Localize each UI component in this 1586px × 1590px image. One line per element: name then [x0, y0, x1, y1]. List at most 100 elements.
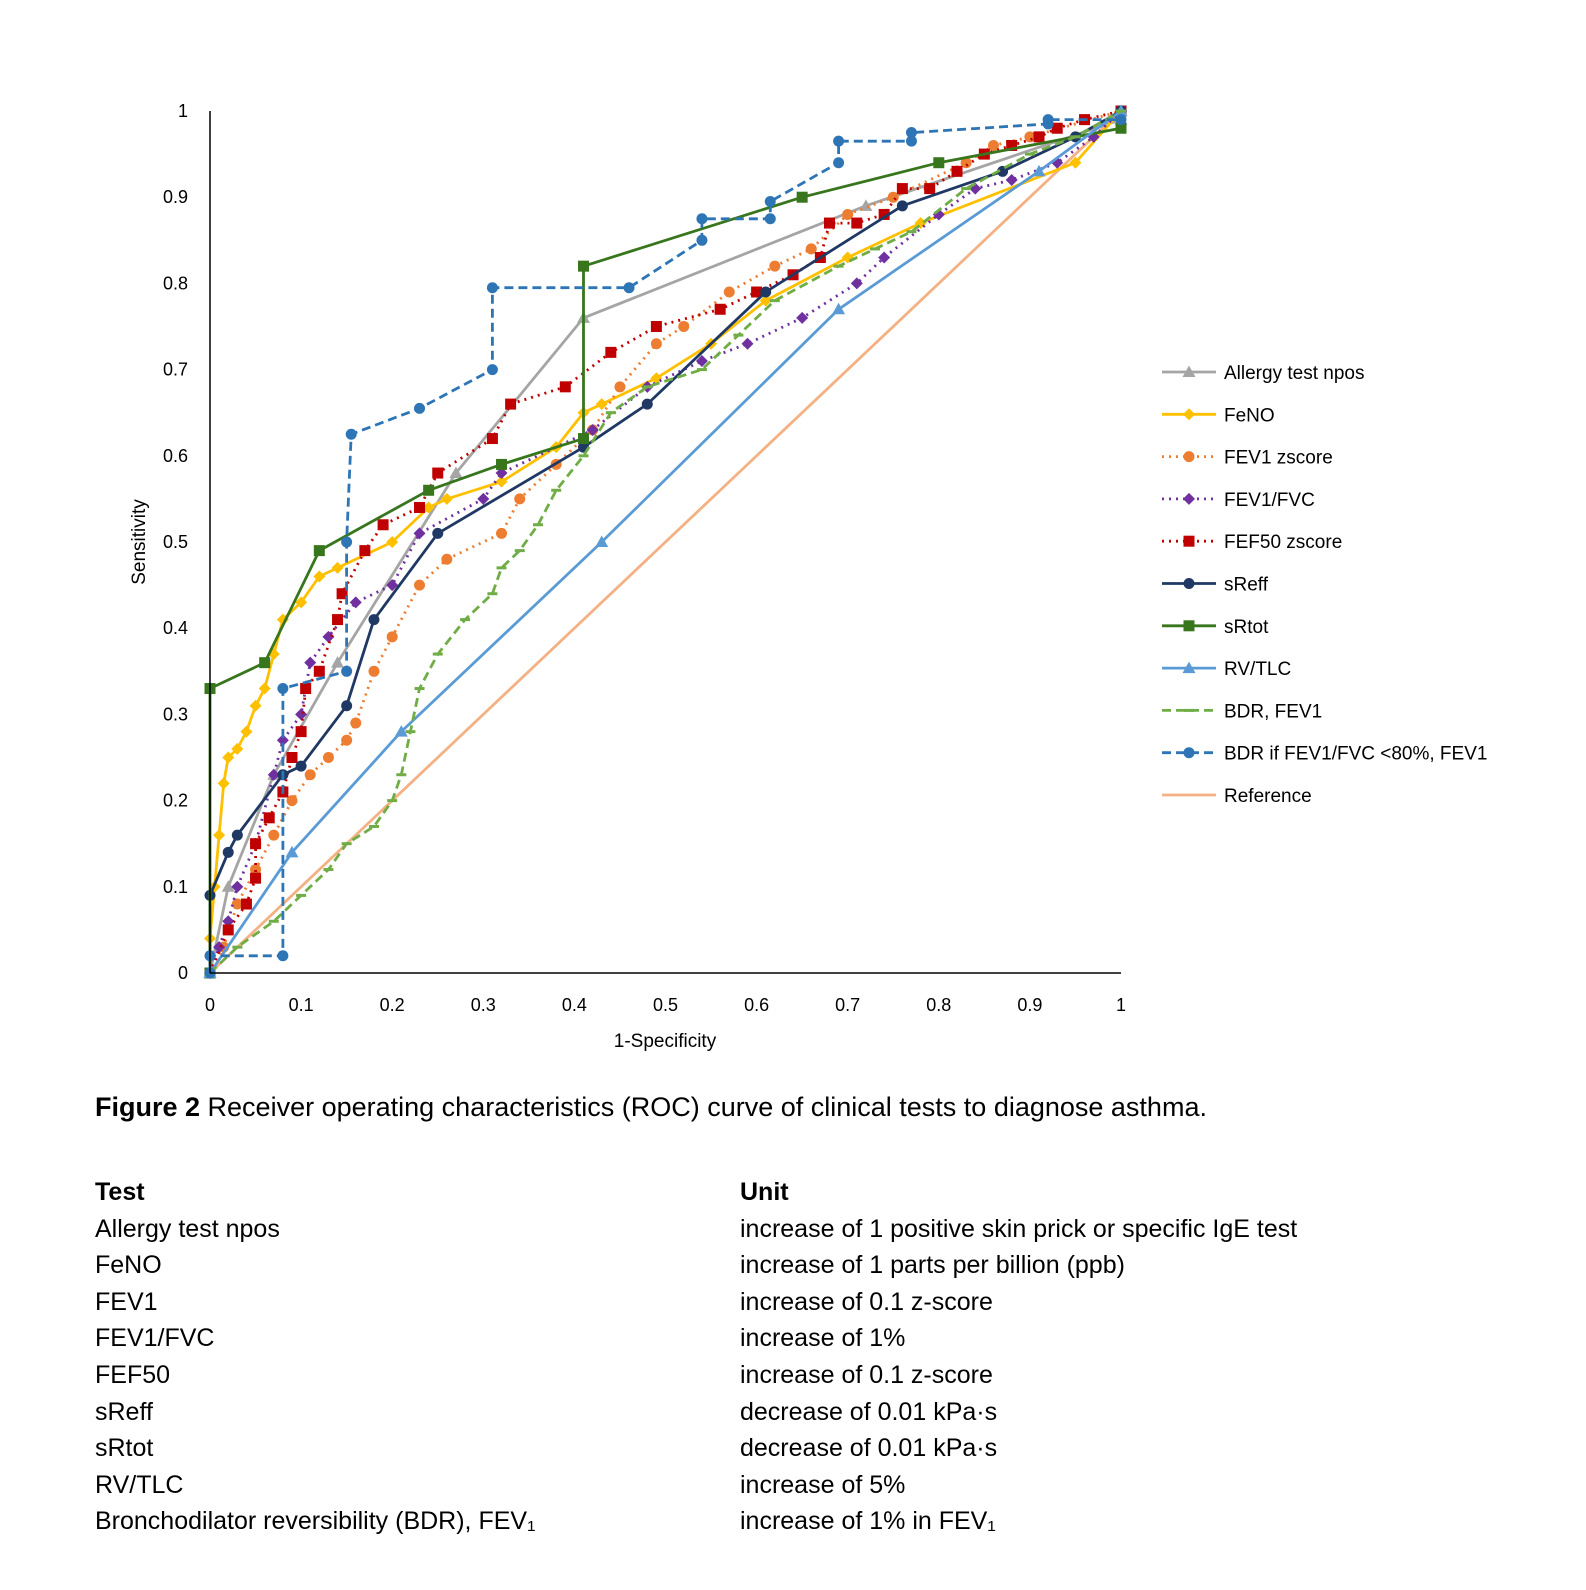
- legend-item: Allergy test npos: [1162, 363, 1364, 384]
- data-point: [286, 795, 298, 807]
- test-name: sRtot: [95, 1434, 154, 1463]
- data-point: [695, 354, 708, 367]
- data-point: [460, 618, 471, 622]
- series-line: [208, 109, 1122, 974]
- table-row: RV/TLC increase of 5%: [95, 1467, 1515, 1504]
- data-point: [1033, 131, 1045, 143]
- data-point: [231, 898, 243, 910]
- data-point: [423, 484, 435, 496]
- data-point: [678, 321, 690, 332]
- data-point: [322, 630, 335, 643]
- data-point: [222, 924, 234, 936]
- data-point: [341, 734, 353, 746]
- data-point: [487, 592, 498, 596]
- figure-label: Figure 2: [95, 1092, 201, 1122]
- data-point: [276, 734, 289, 747]
- data-point: [1070, 135, 1081, 139]
- x-tick-label: 1: [1116, 995, 1126, 1015]
- y-axis-title: Sensitivity: [129, 499, 150, 585]
- legend-item: Reference: [1162, 786, 1312, 807]
- legend-label: FeNO: [1224, 405, 1275, 426]
- legend-item: FEV1 zscore: [1162, 448, 1333, 469]
- data-point: [723, 286, 735, 298]
- series-line: [208, 109, 1122, 974]
- data-point: [432, 527, 444, 539]
- x-tick-label: 0.1: [289, 995, 314, 1015]
- legend-item: RV/TLC: [1162, 659, 1291, 680]
- data-point: [440, 492, 453, 505]
- data-point: [896, 200, 908, 212]
- data-point: [1051, 122, 1063, 134]
- test-name: sReff: [95, 1397, 153, 1426]
- data-point: [578, 260, 590, 272]
- data-point: [759, 294, 772, 307]
- test-name: FEV1/FVC: [95, 1324, 215, 1353]
- table-row: sReff decrease of 0.01 kPa·s: [95, 1394, 1515, 1431]
- data-point: [605, 411, 616, 415]
- data-point: [833, 157, 845, 169]
- data-point: [823, 217, 835, 229]
- data-point: [486, 433, 498, 445]
- data-point: [387, 799, 398, 803]
- legend-marker: [1183, 578, 1195, 589]
- data-point: [878, 208, 890, 220]
- x-tick-label: 0.9: [1017, 995, 1042, 1015]
- series-line: [208, 118, 1122, 974]
- x-tick-label: 0.7: [835, 995, 860, 1015]
- data-point: [331, 561, 344, 574]
- legend-marker: [1183, 408, 1195, 421]
- legend-label: sRtot: [1224, 617, 1269, 638]
- legend-item: FeNO: [1162, 405, 1275, 426]
- test-name: Allergy test npos: [95, 1214, 280, 1243]
- series-line: [209, 109, 1122, 975]
- x-tick-label: 0.4: [562, 995, 587, 1015]
- data-point: [532, 523, 543, 527]
- data-point: [741, 337, 754, 350]
- data-point: [250, 864, 262, 876]
- data-point: [331, 656, 345, 668]
- data-point: [336, 588, 348, 600]
- data-point: [769, 299, 780, 303]
- data-point: [832, 302, 846, 315]
- data-point: [368, 614, 380, 626]
- data-point: [414, 579, 426, 591]
- data-point: [332, 614, 344, 626]
- data-point: [341, 665, 353, 677]
- data-point: [641, 398, 653, 410]
- data-point: [313, 570, 326, 583]
- data-point: [405, 730, 416, 734]
- data-point: [896, 183, 908, 195]
- y-tick-label: 0.7: [163, 360, 188, 380]
- figure-caption: Figure 2 Receiver operating characterist…: [95, 1090, 1207, 1124]
- y-tick-label: 0: [178, 963, 188, 983]
- data-point: [833, 264, 844, 268]
- data-point: [422, 501, 435, 514]
- header-test: Test: [95, 1178, 145, 1206]
- legend-item: BDR if FEV1/FVC <80%, FEV1: [1162, 744, 1487, 765]
- data-point: [586, 423, 599, 436]
- data-point: [961, 187, 972, 191]
- data-point: [796, 311, 809, 324]
- data-point: [650, 321, 662, 332]
- table-row: Bronchodilator reversibility (BDR), FEV₁…: [95, 1503, 1515, 1540]
- data-point: [1069, 156, 1082, 169]
- legend-label: FEF50 zscore: [1224, 532, 1342, 553]
- data-point: [733, 333, 744, 337]
- test-name: FEF50: [95, 1360, 171, 1389]
- data-point: [258, 682, 271, 695]
- data-point: [486, 282, 498, 294]
- data-point: [805, 243, 817, 255]
- data-point: [323, 868, 334, 872]
- data-point: [764, 196, 776, 208]
- data-point: [432, 652, 443, 656]
- series-srtot: [204, 122, 1127, 979]
- legend-label: Reference: [1224, 786, 1312, 807]
- legend-label: RV/TLC: [1224, 659, 1291, 680]
- series-fef50-zscore: [204, 105, 1127, 979]
- legend-label: FEV1/FVC: [1224, 490, 1315, 511]
- data-point: [496, 566, 507, 570]
- data-point: [578, 454, 589, 458]
- data-point: [359, 545, 371, 557]
- data-point: [217, 777, 230, 790]
- legend-marker: [1182, 661, 1196, 674]
